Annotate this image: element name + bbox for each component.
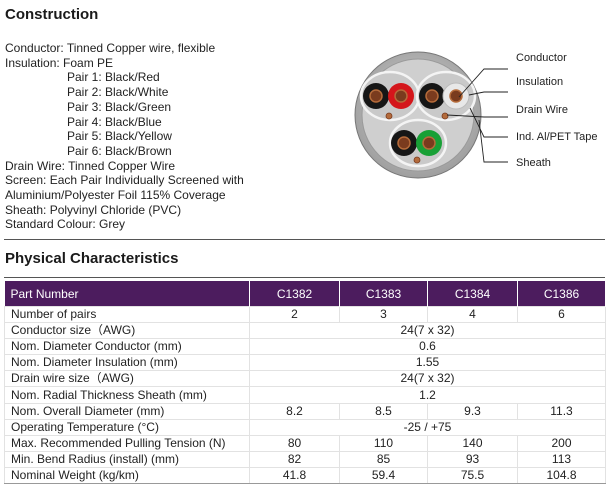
spec-insulation: Insulation: Foam PE xyxy=(5,55,114,70)
row-label: Operating Temperature (°C) xyxy=(4,418,250,436)
leader-lines xyxy=(446,68,508,163)
label-sheath: Sheath xyxy=(516,157,551,169)
table-cell: 9.3 xyxy=(427,402,518,420)
spec-drain-wire: Drain Wire: Tinned Copper Wire xyxy=(5,158,176,173)
construction-heading: Construction xyxy=(5,6,99,23)
spec-colour: Standard Colour: Grey xyxy=(5,217,126,232)
table-cell: 59.4 xyxy=(339,466,428,485)
row-label: Min. Bend Radius (install) (mm) xyxy=(4,450,250,468)
table-header-row: Part Number C1382 C1383 C1384 C1386 xyxy=(4,281,606,307)
column-header: C1383 xyxy=(339,281,428,307)
column-header: C1384 xyxy=(427,281,518,307)
table-cell: 3 xyxy=(339,305,428,324)
spec-screen-cont: Aluminium/Polyester Foil 115% Coverage xyxy=(5,188,226,203)
table-row: Drain wire size（AWG) 24(7 x 32) xyxy=(4,370,606,388)
spec-pair-1: Pair 1: Black/Red xyxy=(67,70,160,85)
row-label: Nom. Diameter Insulation (mm) xyxy=(4,354,250,372)
table-cell: -25 / +75 xyxy=(249,418,606,436)
table-cell: 24(7 x 32) xyxy=(249,322,606,340)
table-cell: 200 xyxy=(517,434,606,452)
table-row: Operating Temperature (°C) -25 / +75 xyxy=(4,418,606,436)
row-label: Nom. Diameter Conductor (mm) xyxy=(4,338,250,356)
construction-spec: Conductor: Tinned Copper wire, flexible … xyxy=(5,41,244,232)
spec-conductor: Conductor: Tinned Copper wire, flexible xyxy=(5,41,216,55)
drain-wires xyxy=(385,112,449,164)
table-cell: 4 xyxy=(427,305,518,324)
spec-screen: Screen: Each Pair Individually Screened … xyxy=(5,173,244,188)
table-cell: 85 xyxy=(339,450,428,468)
table-cell: 8.5 xyxy=(339,402,428,420)
column-header: C1386 xyxy=(517,281,606,307)
row-label: Nom. Overall Diameter (mm) xyxy=(4,402,250,420)
table-row: Max. Recommended Pulling Tension (N) 80 … xyxy=(4,434,606,452)
spec-pair-3: Pair 3: Black/Green xyxy=(67,99,172,114)
table-cell: 2 xyxy=(249,305,340,324)
table-cell: 140 xyxy=(427,434,518,452)
row-label: Max. Recommended Pulling Tension (N) xyxy=(4,434,250,452)
spec-sheath: Sheath: Polyvinyl Chloride (PVC) xyxy=(5,202,182,217)
table-cell: 0.6 xyxy=(249,338,606,356)
table-row: Nom. Radial Thickness Sheath (mm) 1.2 xyxy=(4,386,606,404)
spec-pair-6: Pair 6: Black/Brown xyxy=(67,143,172,158)
spec-pair-4: Pair 4: Black/Blue xyxy=(67,114,162,129)
table-row: Number of pairs 2 3 4 6 xyxy=(4,305,606,324)
row-label: Conductor size（AWG) xyxy=(4,322,250,340)
table-cell: 1.2 xyxy=(249,386,606,404)
physical-characteristics-table: Part Number C1382 C1383 C1384 C1386 Numb… xyxy=(4,281,606,485)
table-cell: 1.55 xyxy=(249,354,606,372)
column-header: C1382 xyxy=(249,281,340,307)
physical-heading: Physical Characteristics xyxy=(5,250,179,267)
heading-divider xyxy=(4,277,605,278)
spec-pair-2: Pair 2: Black/White xyxy=(67,85,169,100)
table-row: Nom. Diameter Insulation (mm) 1.55 xyxy=(4,354,606,372)
label-drain-wire: Drain Wire xyxy=(516,104,568,116)
copper-conductors xyxy=(369,89,463,150)
label-tape: Ind. Al/PET Tape xyxy=(516,131,598,143)
label-insulation: Insulation xyxy=(516,76,563,88)
table-cell: 82 xyxy=(249,450,340,468)
table-cell: 6 xyxy=(517,305,606,324)
table-cell: 24(7 x 32) xyxy=(249,370,606,388)
table-row: Nom. Diameter Conductor (mm) 0.6 xyxy=(4,338,606,356)
table-cell: 110 xyxy=(339,434,428,452)
table-cell: 104.8 xyxy=(517,466,606,485)
table-cell: 8.2 xyxy=(249,402,340,420)
label-conductor: Conductor xyxy=(516,52,567,64)
table-cell: 80 xyxy=(249,434,340,452)
table-cell: 113 xyxy=(517,450,606,468)
spec-pair-5: Pair 5: Black/Yellow xyxy=(67,129,172,144)
table-row: Min. Bend Radius (install) (mm) 82 85 93… xyxy=(4,450,606,468)
table-row: Conductor size（AWG) 24(7 x 32) xyxy=(4,322,606,340)
table-row: Nominal Weight (kg/km) 41.8 59.4 75.5 10… xyxy=(4,466,606,485)
row-label: Nom. Radial Thickness Sheath (mm) xyxy=(4,386,250,404)
cable-cross-section-diagram: Conductor Insulation Drain Wire Ind. Al/… xyxy=(354,51,598,179)
section-divider xyxy=(4,239,605,240)
table-cell: 11.3 xyxy=(517,402,606,420)
column-header: Part Number xyxy=(4,281,250,307)
table-row: Nom. Overall Diameter (mm) 8.2 8.5 9.3 1… xyxy=(4,402,606,420)
table-cell: 41.8 xyxy=(249,466,340,485)
row-label: Nominal Weight (kg/km) xyxy=(4,466,250,485)
table-cell: 75.5 xyxy=(427,466,518,485)
row-label: Number of pairs xyxy=(4,305,250,324)
table-cell: 93 xyxy=(427,450,518,468)
row-label: Drain wire size（AWG) xyxy=(4,370,250,388)
